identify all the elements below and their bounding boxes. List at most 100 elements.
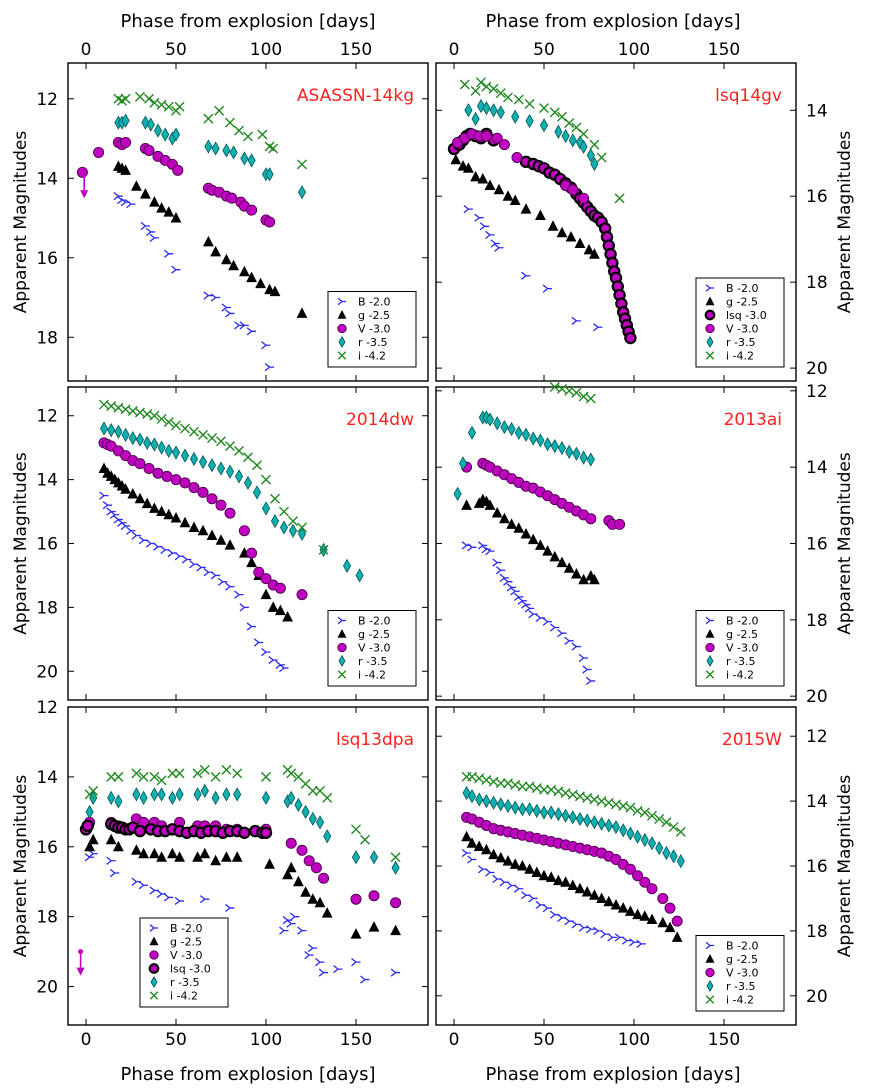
point-r [676,854,685,869]
point-i [318,544,329,555]
point-r [565,444,574,459]
point-g [156,505,167,517]
legend-label: i -4.2 [358,350,386,363]
point-r [247,153,256,168]
series-r [453,410,595,501]
point-B [485,868,495,877]
y-tick-label: 16 [806,187,828,207]
point-i [252,460,262,471]
point-g [105,833,117,845]
x-tick-label: 0 [449,40,460,60]
point-r [590,156,599,172]
legend: B -2.0g -2.5V -3.0r -3.5i -4.2 [695,610,785,687]
point-i [180,423,190,434]
point-g [149,502,160,513]
point-i [488,83,499,94]
point-g [581,885,593,897]
point-r [114,794,123,809]
point-g [517,860,528,871]
point-g [321,907,333,918]
point-r [297,185,307,200]
point-r [287,790,296,805]
point-g [524,863,535,874]
point-B [495,566,506,575]
point-g [556,226,568,238]
point-B [304,951,314,960]
legend-marker-r [706,979,714,993]
point-g [296,307,308,318]
point-g [513,522,525,533]
point-V [134,458,146,470]
point-r [297,526,307,542]
point-r [211,790,220,805]
y-tick-label: 16 [806,535,828,555]
point-g [264,858,275,869]
legend-label: lsq -3.0 [170,963,211,976]
point-i [163,101,174,112]
point-V [246,204,258,216]
legend-label: i -4.2 [358,669,386,682]
point-i [199,764,210,775]
point-r [171,127,181,142]
point-B [485,230,495,239]
point-g [203,235,214,247]
point-g [156,202,167,213]
top-xlabel-left: Phase from explosion [days] [121,11,376,32]
point-V [350,893,362,905]
panel-title: 2013ai [724,410,782,430]
point-r [489,103,498,118]
point-g [491,506,503,518]
point-B [307,944,318,953]
legend-label: i -4.2 [726,350,754,363]
legend-label: B -2.0 [726,282,759,295]
point-g [461,499,472,510]
point-B [163,249,174,258]
point-i [207,433,217,444]
point-g [547,220,559,231]
y-tick-label: 16 [36,535,58,555]
point-g [224,539,236,550]
point-V [172,164,184,176]
point-g [149,847,160,859]
point-g [484,499,496,510]
point-r [157,787,166,802]
legend-marker-g [337,310,347,319]
series-V [461,457,626,530]
point-i [639,807,650,818]
point-g [179,516,191,528]
point-B [246,622,257,631]
point-g [255,277,266,289]
legend-marker-B [705,616,714,625]
point-r [539,805,549,820]
point-r [547,805,556,820]
point-r [586,452,595,467]
point-B [621,936,632,945]
panel-2014dw: 12 14 16 18 20 Apparent Magnitudes 2014dw B -2.… [11,386,429,701]
point-B [467,543,477,552]
point-B [492,558,502,567]
point-i [216,436,226,447]
point-g [565,231,577,242]
point-B [593,323,603,332]
point-B [607,933,617,942]
point-r [132,787,141,802]
point-r [500,419,509,435]
point-g [545,871,557,882]
point-i [578,128,589,139]
point-B [109,868,120,878]
point-r [532,803,541,818]
point-i [517,781,528,792]
point-g [560,876,571,887]
point-i [297,159,307,170]
point-g [506,518,517,529]
point-V [614,518,626,530]
y-tick-label: 14 [806,792,828,812]
point-r [611,819,621,835]
point-r [554,806,563,822]
point-r [222,143,231,158]
y-tick-label: 16 [36,249,58,269]
series-g [113,160,308,318]
point-g [131,844,142,855]
point-B [289,912,300,921]
